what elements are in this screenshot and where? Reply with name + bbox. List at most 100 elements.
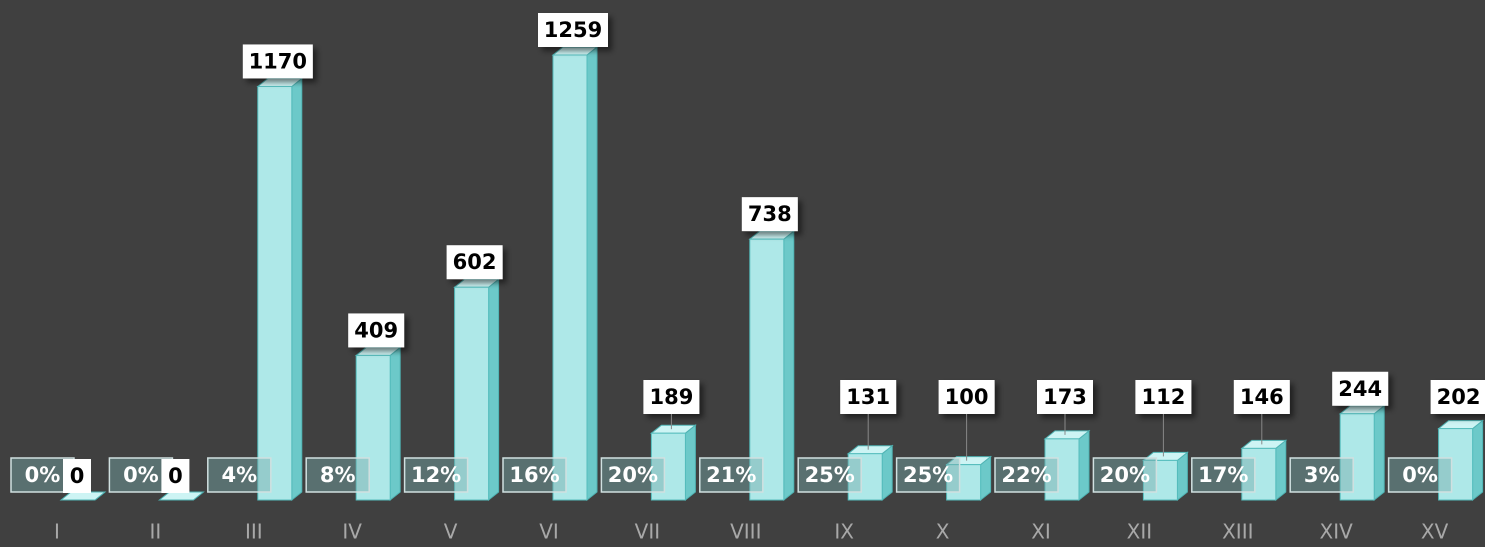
data-label: 738 [748, 202, 792, 226]
percent-box [797, 457, 862, 493]
bar-front [946, 464, 982, 501]
data-label-box [348, 313, 405, 348]
data-label: 0 [168, 464, 183, 488]
bar-front [454, 286, 490, 501]
bar [551, 45, 599, 502]
x-tick-label: XIV [1320, 520, 1354, 544]
bar [157, 491, 205, 501]
bar-side [291, 77, 303, 502]
percent-box [207, 457, 272, 493]
bar-front [749, 238, 785, 501]
percent-label: 3% [1304, 463, 1340, 487]
bar-side [783, 230, 795, 502]
percent-box [699, 457, 764, 493]
data-label: 202 [1437, 385, 1481, 409]
data-label-box [643, 380, 700, 414]
percent-label: 25% [903, 463, 953, 487]
bar [59, 491, 107, 501]
bar-top [157, 491, 205, 501]
bar [649, 424, 697, 502]
percent-label: 0% [25, 463, 61, 487]
data-label-box [538, 13, 608, 47]
x-tick-label: IX [834, 520, 854, 544]
percent-label: 0% [123, 463, 159, 487]
percent-box [1092, 457, 1158, 493]
percent-label: 16% [509, 463, 559, 487]
x-tick-label: VIII [730, 520, 761, 544]
bar [256, 77, 304, 502]
percent-label: 21% [706, 463, 756, 487]
x-tick-label: X [936, 520, 950, 544]
bar-side [1373, 404, 1385, 502]
percent-box [895, 457, 961, 493]
x-tick-label: II [150, 520, 162, 544]
bar-side [1078, 429, 1090, 502]
data-label-box [161, 459, 190, 493]
x-tick-label: XI [1031, 520, 1051, 544]
data-label-box [446, 245, 503, 280]
bar-front [355, 354, 391, 501]
bar-front [1438, 428, 1474, 501]
data-label-box [741, 197, 798, 232]
bar-front [552, 54, 588, 501]
data-label: 1170 [249, 49, 307, 73]
data-label: 1259 [544, 18, 602, 42]
bar-front [257, 85, 293, 501]
percent-label: 20% [608, 463, 658, 487]
bar [453, 278, 501, 502]
x-tick-label: VII [635, 520, 660, 544]
data-label-box [840, 380, 897, 414]
percent-box [1387, 457, 1453, 493]
data-label-box [1135, 380, 1192, 414]
data-label-box [1430, 380, 1485, 414]
x-tick-label: XIII [1222, 520, 1253, 544]
percent-label: 4% [221, 463, 257, 487]
bar-side [488, 278, 500, 502]
x-tick-label: IV [342, 520, 362, 544]
x-tick-label: III [245, 520, 263, 544]
data-label: 173 [1043, 385, 1087, 409]
data-label: 244 [1338, 377, 1382, 401]
data-label: 131 [846, 385, 890, 409]
percent-label: 17% [1198, 463, 1248, 487]
bar-side [1275, 439, 1287, 502]
bar-side [1472, 419, 1484, 502]
percent-label: 8% [320, 463, 356, 487]
data-label: 112 [1141, 385, 1185, 409]
bar-front [1044, 438, 1080, 501]
percent-label: 22% [1001, 463, 1051, 487]
percent-box [502, 457, 567, 493]
x-tick-label: V [444, 520, 458, 544]
percent-label: 25% [805, 463, 855, 487]
bar-front [1339, 413, 1375, 501]
bar-top [59, 491, 107, 501]
percent-box [1289, 457, 1354, 493]
data-label: 100 [945, 385, 989, 409]
bar [354, 346, 402, 502]
bar [1338, 404, 1386, 502]
bar [1437, 419, 1485, 502]
data-label-box [1037, 380, 1093, 414]
percent-label: 12% [411, 463, 461, 487]
bar [748, 230, 796, 502]
data-label-box [63, 459, 91, 493]
bar-front [1142, 459, 1178, 501]
percent-box [994, 457, 1059, 493]
percent-label: 20% [1100, 463, 1150, 487]
x-tick-label: XII [1127, 520, 1153, 544]
x-tick-label: I [54, 520, 60, 544]
data-label-box [1233, 380, 1290, 414]
bar-front [650, 432, 686, 501]
bar-side [586, 45, 598, 502]
bar [1141, 451, 1189, 502]
data-label: 189 [649, 385, 693, 409]
data-label-box [1332, 371, 1389, 406]
x-tick-label: XV [1421, 520, 1449, 544]
percent-box [305, 457, 370, 493]
percent-box [600, 457, 666, 493]
x-tick-label: VI [539, 520, 559, 544]
percent-label: 0% [1402, 463, 1438, 487]
data-label-box [938, 380, 995, 414]
data-label: 409 [354, 318, 398, 342]
bar-side [881, 444, 893, 502]
